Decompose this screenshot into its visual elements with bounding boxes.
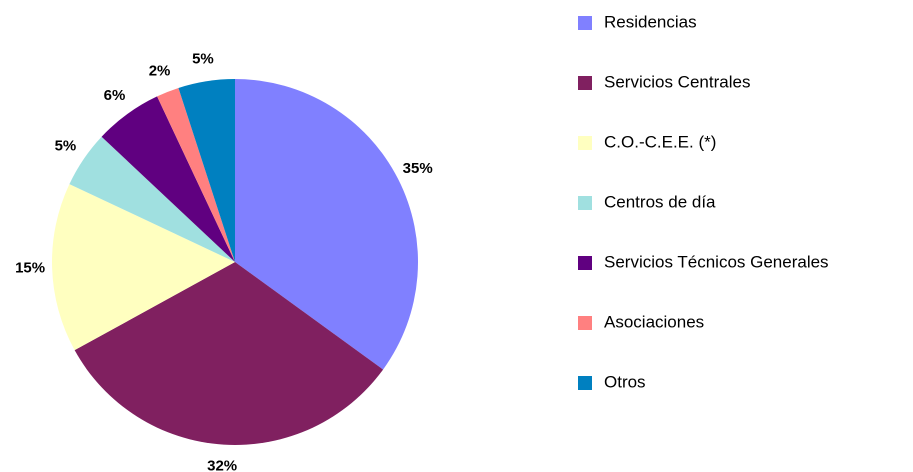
- legend-swatch: [578, 76, 592, 90]
- legend-label: Residencias: [604, 12, 697, 31]
- data-label: 5%: [192, 50, 214, 67]
- data-label: 32%: [207, 458, 237, 472]
- legend-swatch: [578, 256, 592, 270]
- pie-slice: [52, 184, 235, 351]
- legend-label: Asociaciones: [604, 312, 704, 331]
- legend-label: Servicios Centrales: [604, 72, 750, 91]
- data-label: 2%: [149, 62, 171, 79]
- pie-slice: [69, 136, 235, 262]
- pie-slice: [235, 79, 418, 370]
- data-label: 6%: [104, 87, 126, 104]
- pie-slice: [101, 96, 235, 262]
- pie-slice: [178, 79, 235, 262]
- legend-label: C.O.-C.E.E. (*): [604, 132, 716, 151]
- pie-slice: [74, 262, 384, 445]
- legend-label: Servicios Técnicos Generales: [604, 252, 829, 271]
- legend-label: Centros de día: [604, 192, 716, 211]
- legend-swatch: [578, 316, 592, 330]
- legend-label: Otros: [604, 372, 646, 391]
- legend-swatch: [578, 16, 592, 30]
- legend-swatch: [578, 136, 592, 150]
- pie-slice: [157, 87, 235, 262]
- legend-swatch: [578, 196, 592, 210]
- data-label: 5%: [55, 138, 77, 155]
- data-label: 35%: [403, 160, 433, 177]
- data-label: 15%: [15, 259, 45, 276]
- legend-swatch: [578, 376, 592, 390]
